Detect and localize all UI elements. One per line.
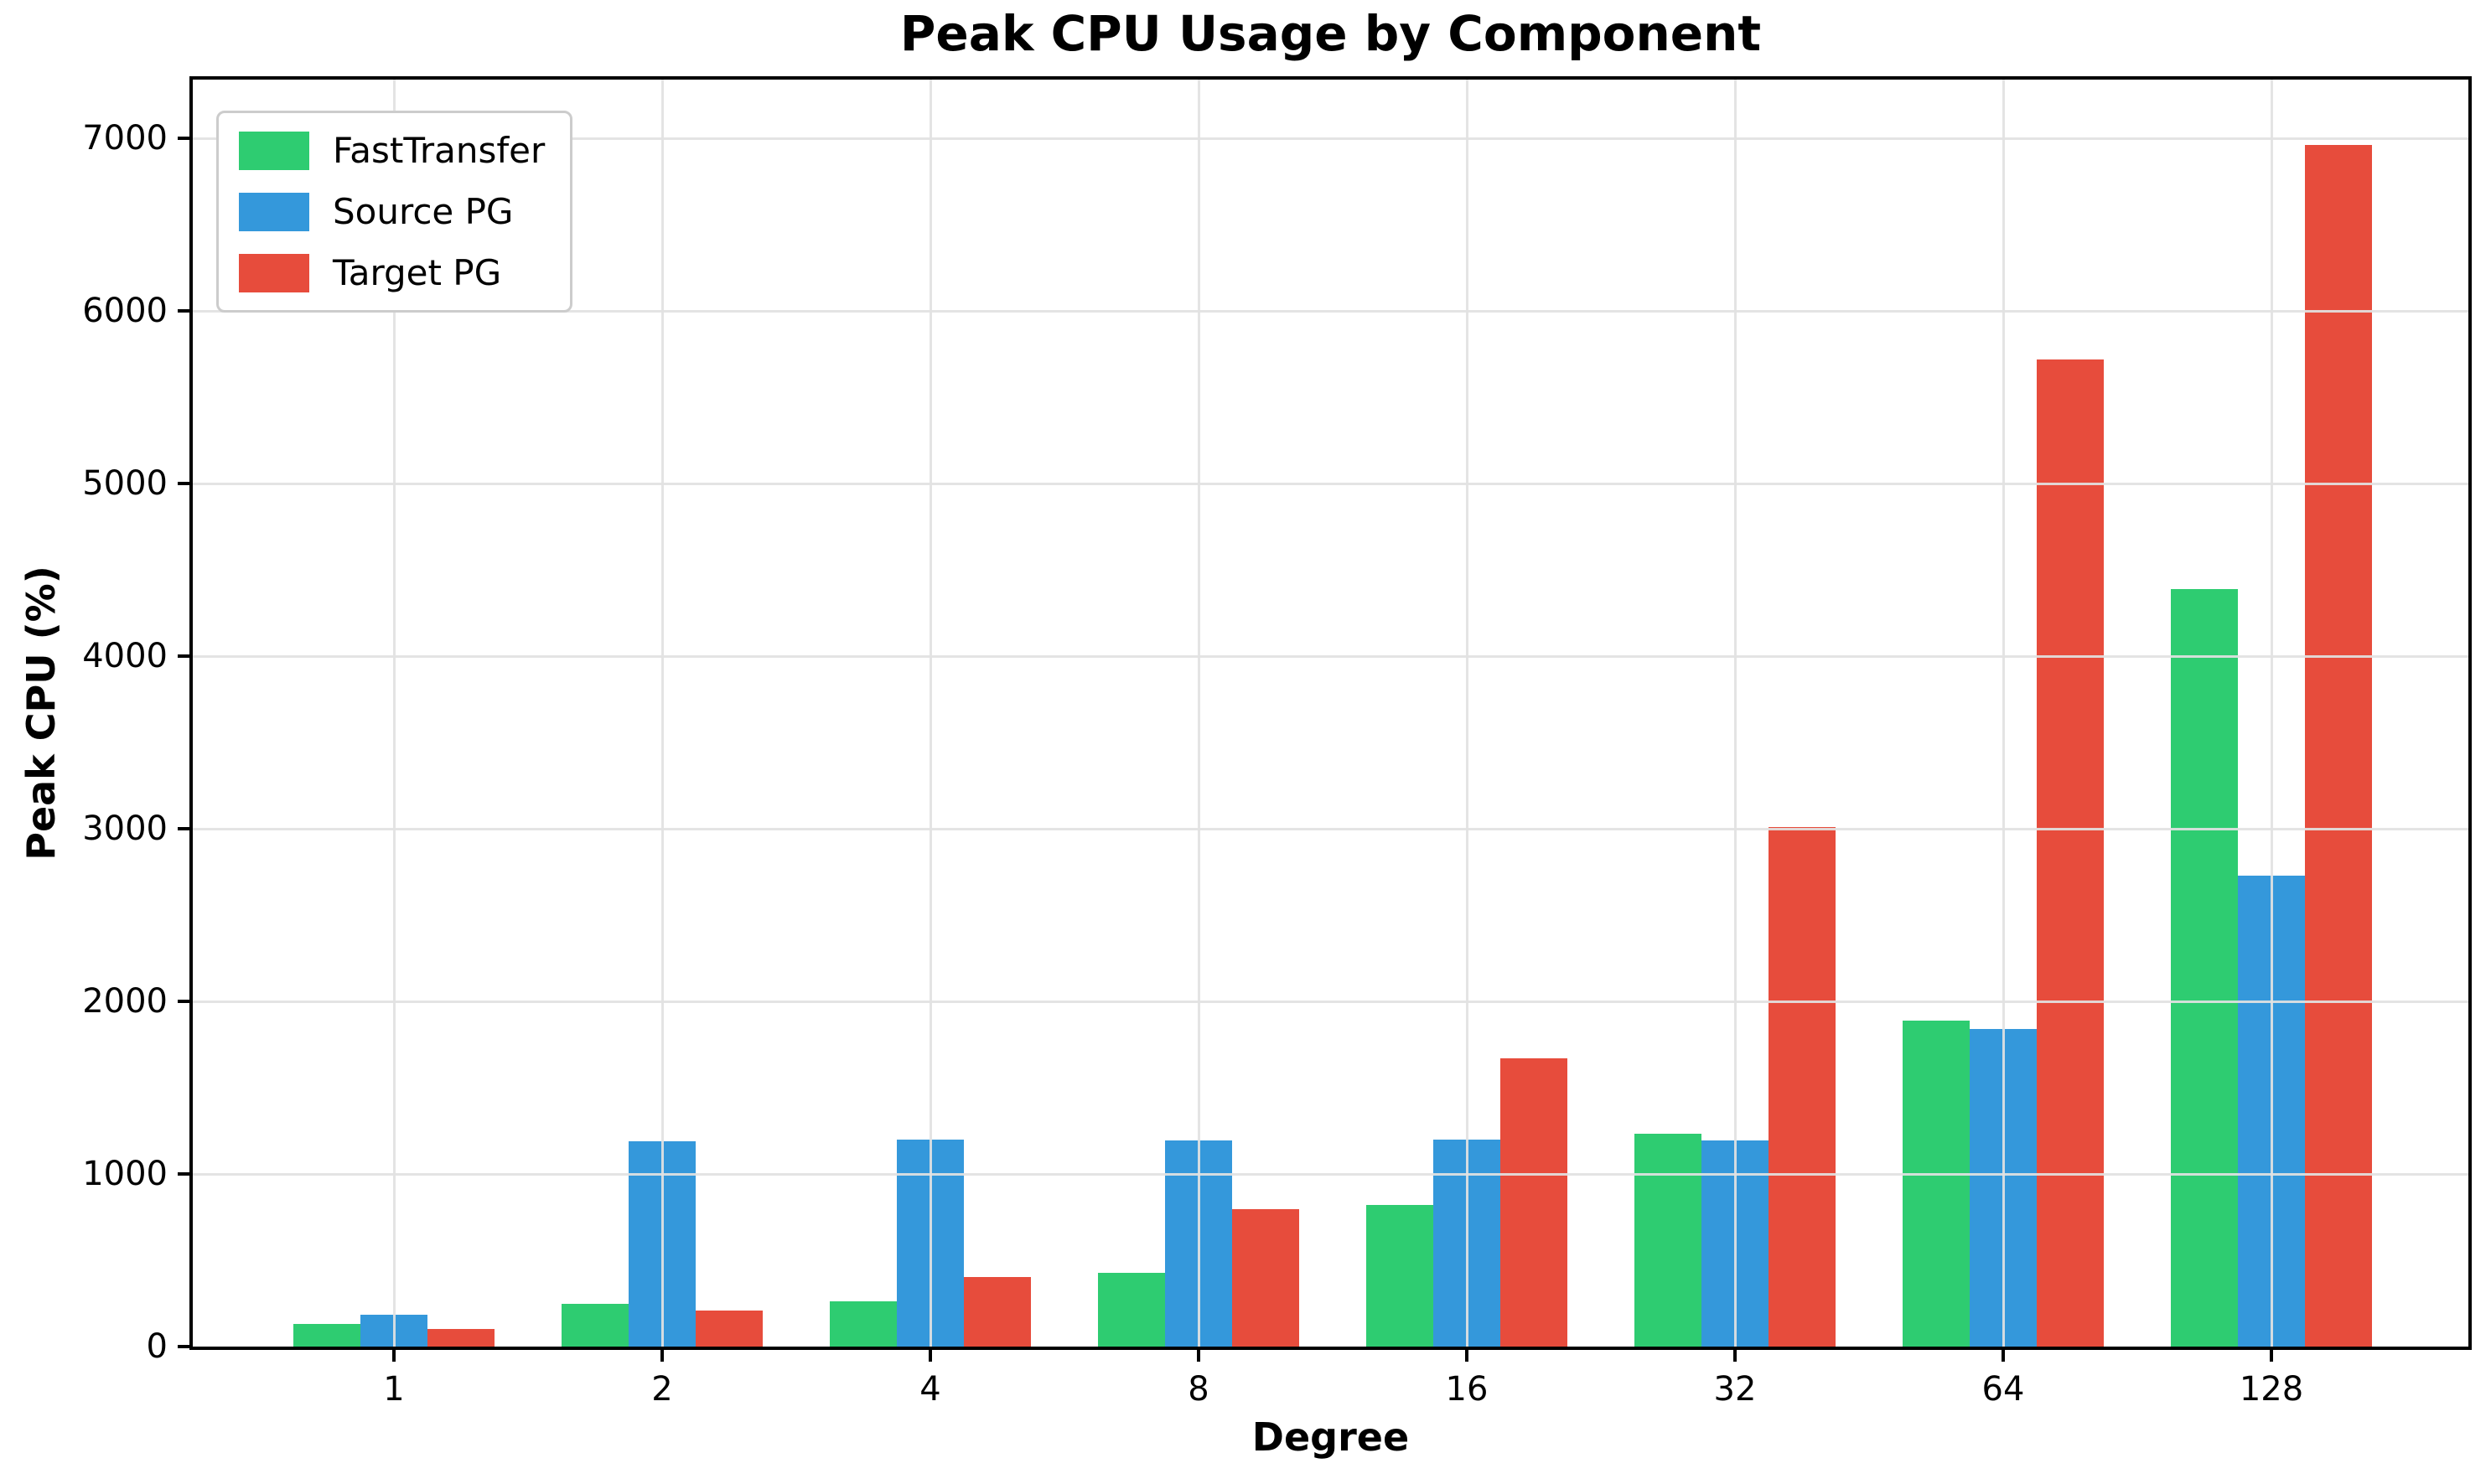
x-tick-mark-8 [1197, 1348, 1200, 1362]
plot-area [189, 76, 2472, 1350]
legend-label: Target PG [333, 252, 502, 293]
x-tick-label-128: 128 [2239, 1370, 2304, 1409]
y-tick-label-4000: 4000 [82, 637, 168, 676]
gridline-h-1000 [193, 1172, 2468, 1176]
x-tick-mark-64 [2002, 1348, 2005, 1362]
legend-swatch-source-pg [239, 192, 309, 231]
gridline-h-2000 [193, 1000, 2468, 1003]
gridline-v-1 [392, 80, 396, 1347]
chart-title: Peak CPU Usage by Component [899, 5, 1762, 62]
x-tick-label-1: 1 [383, 1370, 405, 1409]
bar-target-pg-2 [696, 1310, 763, 1347]
x-tick-label-64: 64 [1981, 1370, 2025, 1409]
bar-target-pg-128 [2305, 145, 2372, 1347]
y-tick-mark-3000 [178, 827, 191, 831]
gridline-h-6000 [193, 309, 2468, 313]
bar-fasttransfer-1 [293, 1324, 360, 1347]
legend-label: Source PG [333, 191, 514, 232]
gridline-v-8 [1197, 80, 1200, 1347]
y-tick-mark-5000 [178, 482, 191, 486]
x-tick-mark-1 [392, 1348, 396, 1362]
x-tick-mark-128 [2270, 1348, 2273, 1362]
y-tick-label-2000: 2000 [82, 982, 168, 1021]
x-tick-label-8: 8 [1188, 1370, 1209, 1409]
gridline-v-32 [1733, 80, 1737, 1347]
bar-target-pg-8 [1232, 1209, 1299, 1347]
y-tick-label-6000: 6000 [82, 292, 168, 331]
gridline-h-7000 [193, 137, 2468, 140]
bar-fasttransfer-2 [562, 1303, 629, 1347]
legend-swatch-fasttransfer [239, 131, 309, 170]
y-tick-mark-6000 [178, 309, 191, 313]
x-tick-label-16: 16 [1445, 1370, 1489, 1409]
gridline-h-5000 [193, 482, 2468, 485]
gridline-v-64 [2002, 80, 2005, 1347]
bar-target-pg-32 [1769, 826, 1836, 1347]
legend: FastTransfer Source PG Target PG [216, 111, 573, 313]
y-tick-label-3000: 3000 [82, 809, 168, 849]
bar-fasttransfer-32 [1634, 1133, 1701, 1347]
legend-label: FastTransfer [333, 130, 546, 171]
x-tick-mark-4 [929, 1348, 932, 1362]
bar-fasttransfer-128 [2171, 588, 2238, 1347]
x-tick-mark-16 [1465, 1348, 1468, 1362]
legend-item-fasttransfer: FastTransfer [239, 130, 545, 171]
y-tick-label-1000: 1000 [82, 1155, 168, 1193]
bar-target-pg-1 [427, 1329, 495, 1347]
bar-fasttransfer-16 [1366, 1205, 1433, 1347]
y-tick-mark-7000 [178, 137, 191, 141]
x-tick-mark-32 [1733, 1348, 1737, 1362]
gridline-h-3000 [193, 827, 2468, 830]
legend-item-source-pg: Source PG [239, 191, 545, 232]
x-tick-mark-2 [660, 1348, 664, 1362]
y-tick-label-0: 0 [146, 1327, 168, 1366]
gridline-v-128 [2270, 80, 2273, 1347]
x-tick-label-4: 4 [919, 1370, 941, 1409]
gridline-v-2 [660, 80, 664, 1347]
y-tick-mark-2000 [178, 1000, 191, 1003]
gridline-v-4 [929, 80, 932, 1347]
y-tick-label-5000: 5000 [82, 464, 168, 504]
bar-target-pg-64 [2037, 359, 2104, 1347]
y-tick-mark-4000 [178, 654, 191, 659]
bar-fasttransfer-8 [1098, 1273, 1165, 1347]
bar-target-pg-16 [1500, 1058, 1567, 1347]
legend-item-target-pg: Target PG [239, 252, 545, 293]
x-tick-label-32: 32 [1713, 1370, 1757, 1409]
x-tick-label-2: 2 [651, 1370, 673, 1409]
bar-target-pg-4 [964, 1276, 1031, 1347]
x-axis-label: Degree [1251, 1414, 1410, 1460]
gridline-v-16 [1465, 80, 1468, 1347]
gridline-h-4000 [193, 654, 2468, 658]
bar-fasttransfer-4 [830, 1301, 897, 1347]
legend-swatch-target-pg [239, 253, 309, 292]
y-tick-mark-0 [178, 1345, 191, 1348]
y-tick-mark-1000 [178, 1172, 191, 1176]
y-tick-label-7000: 7000 [82, 119, 168, 158]
bar-fasttransfer-64 [1903, 1020, 1970, 1347]
